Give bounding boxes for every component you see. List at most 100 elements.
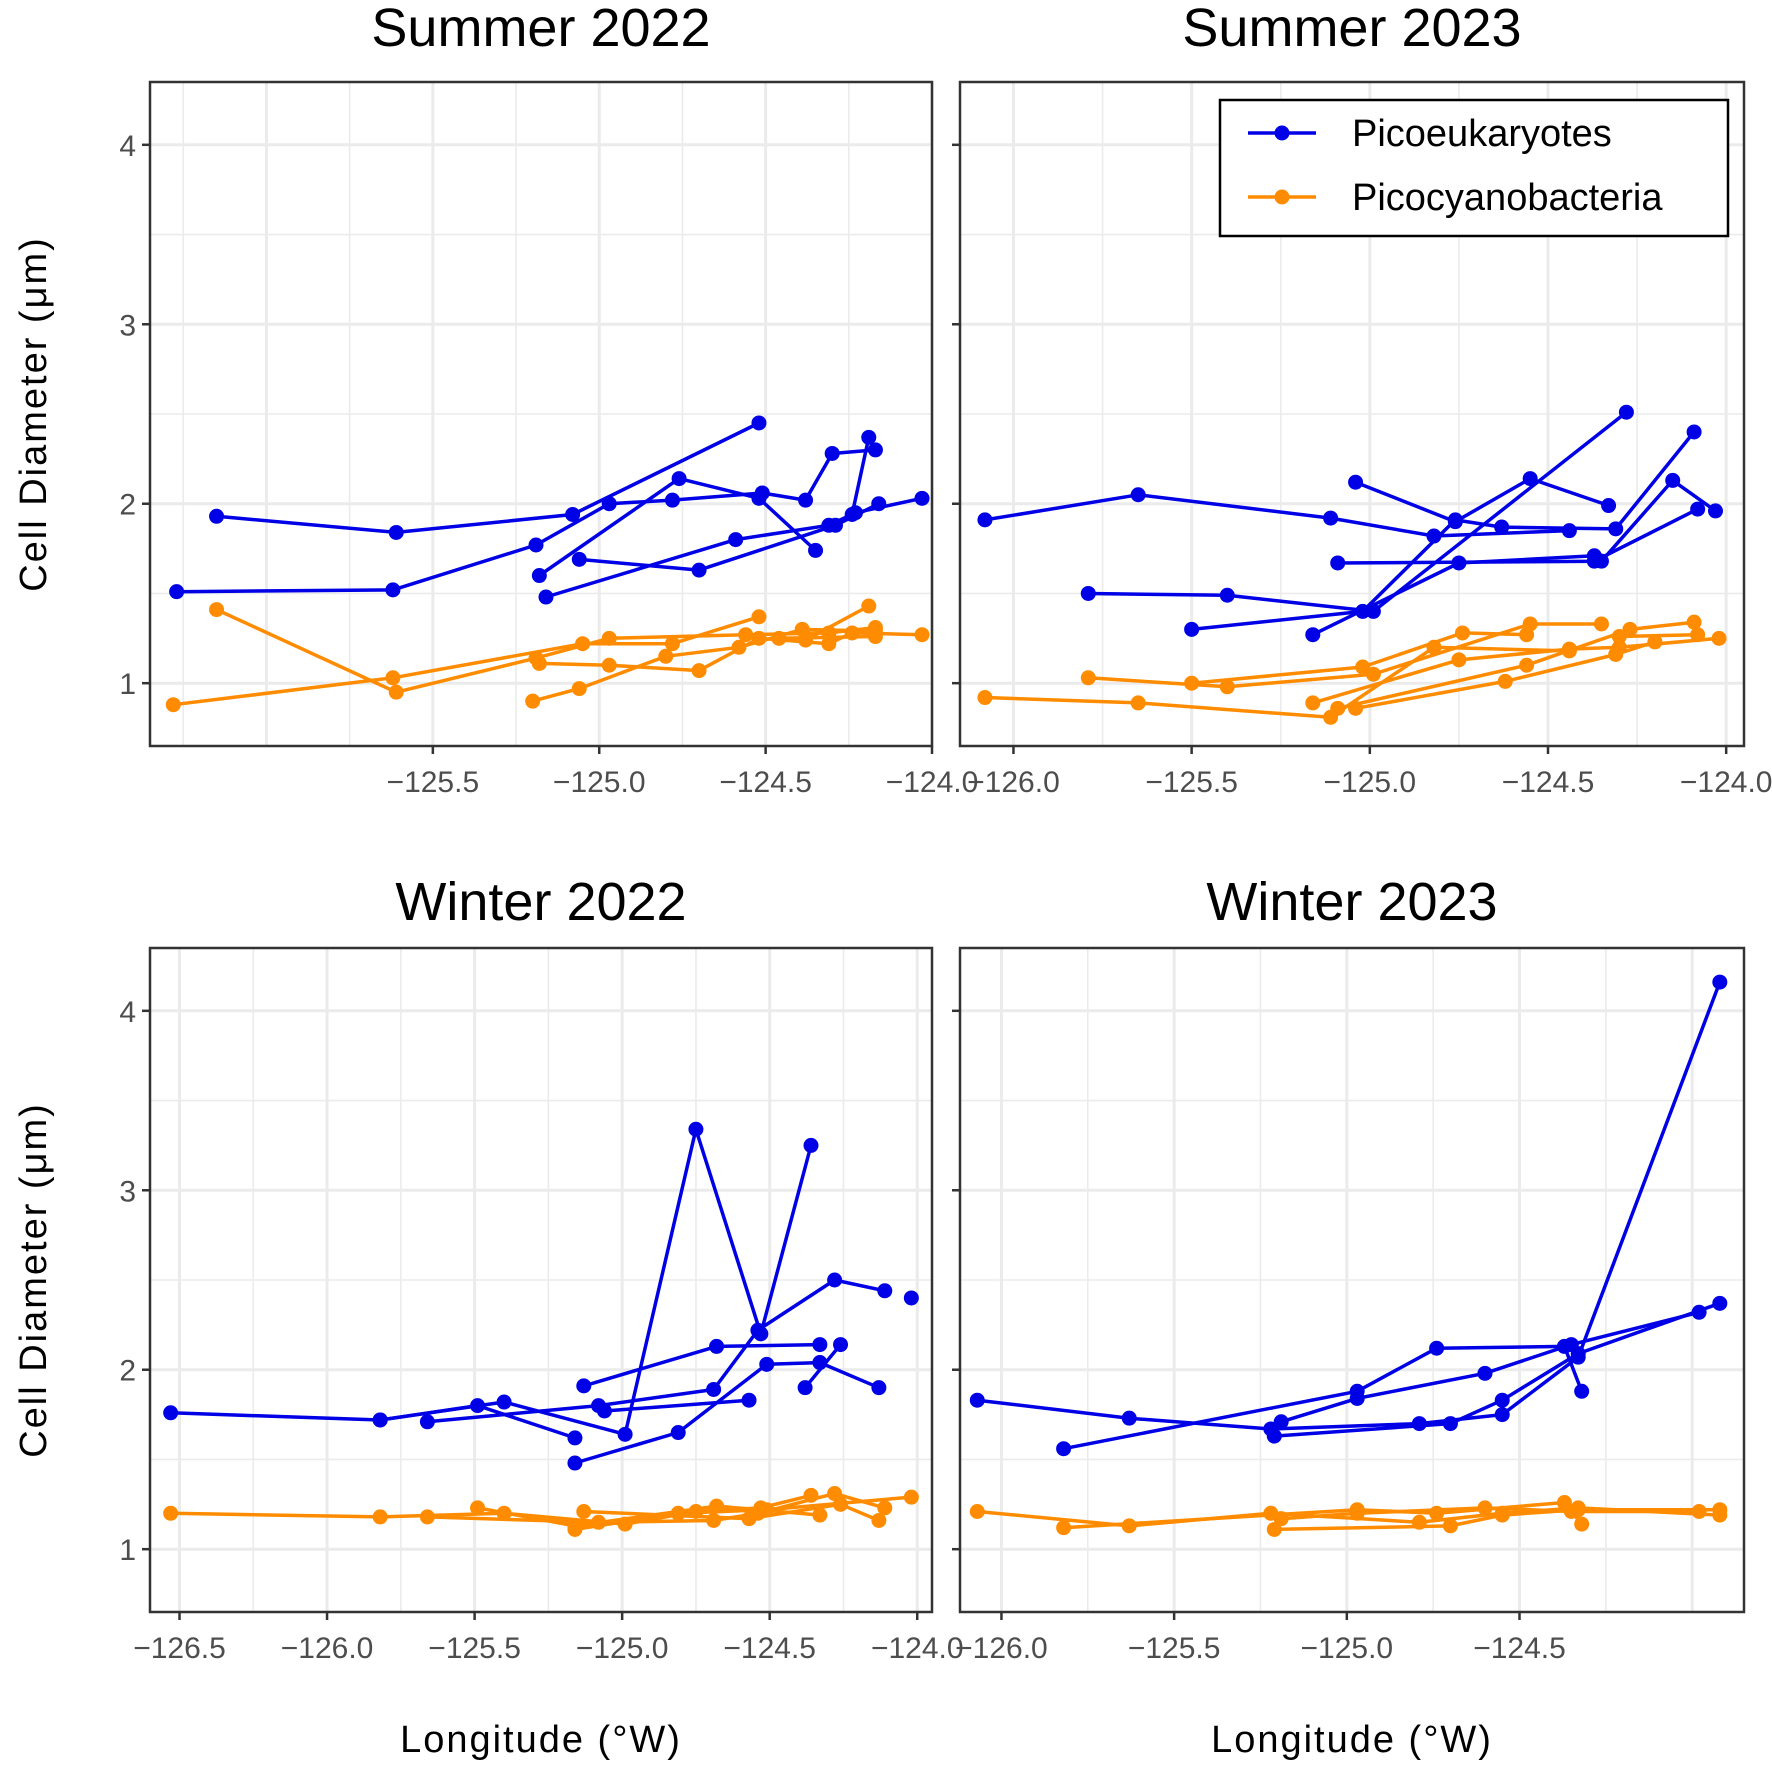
picocyanobacteria-series-line <box>1191 631 1527 685</box>
y-tick-label: 2 <box>119 489 136 522</box>
picoeukaryotes-point <box>169 584 185 600</box>
picoeukaryotes-point <box>812 1337 828 1353</box>
x-axis-title: Longitude (°W) <box>400 1719 682 1761</box>
picoeukaryotes-point <box>1056 1441 1072 1457</box>
y-tick-label: 4 <box>119 996 136 1029</box>
picoeukaryotes-point <box>531 568 547 584</box>
picocyanobacteria-point <box>751 630 767 646</box>
picocyanobacteria-point <box>664 636 680 652</box>
picoeukaryotes-point <box>1686 424 1702 440</box>
picocyanobacteria-point <box>877 1500 893 1516</box>
y-axis-title: Cell Diameter (μm) <box>13 236 55 592</box>
picoeukaryotes-point <box>797 1380 813 1396</box>
legend-picoeukaryotes-marker <box>1274 125 1290 141</box>
picocyanobacteria-series-line <box>574 1495 912 1532</box>
picocyanobacteria-point <box>867 629 883 645</box>
picocyanobacteria-point <box>1266 1521 1282 1537</box>
picoeukaryotes-point <box>709 1338 725 1354</box>
picoeukaryotes-point <box>1348 474 1364 490</box>
panel-border <box>958 946 1746 1614</box>
picocyanobacteria-point <box>601 630 617 646</box>
picocyanobacteria-point <box>1690 627 1706 643</box>
picocyanobacteria-series-line <box>1355 640 1656 711</box>
picocyanobacteria-point <box>691 663 707 679</box>
picocyanobacteria-point <box>861 598 877 614</box>
picoeukaryotes-point <box>750 1322 766 1338</box>
picocyanobacteria-series-line <box>539 631 923 673</box>
grid <box>150 948 932 1612</box>
panel-title: Summer 2022 <box>371 0 710 58</box>
picoeukaryotes-point <box>470 1398 486 1414</box>
picocyanobacteria-point <box>1691 1504 1707 1520</box>
picocyanobacteria-point <box>903 1489 919 1505</box>
picocyanobacteria-point <box>1219 679 1235 695</box>
picocyanobacteria-point <box>977 690 993 706</box>
picoeukaryotes-point <box>1561 523 1577 539</box>
y-tick-label: 4 <box>119 130 136 163</box>
picoeukaryotes-point <box>803 1137 819 1153</box>
picoeukaryotes-point <box>1305 627 1321 643</box>
picoeukaryotes-point <box>1080 585 1096 601</box>
picoeukaryotes-series-line <box>1088 410 1628 614</box>
picoeukaryotes-point <box>1586 553 1602 569</box>
x-tick-label: −124.5 <box>1502 766 1595 799</box>
picoeukaryotes-point <box>706 1381 722 1397</box>
y-tick-label: 3 <box>119 309 136 342</box>
picocyanobacteria-point <box>1611 639 1627 655</box>
picoeukaryotes-point <box>1608 521 1624 537</box>
picoeukaryotes-point <box>1574 1383 1590 1399</box>
picoeukaryotes-series-line <box>545 496 923 599</box>
x-tick-label: −125.5 <box>387 766 480 799</box>
picoeukaryotes-point <box>1323 510 1339 526</box>
picoeukaryotes-point <box>496 1394 512 1410</box>
picocyanobacteria-series-line <box>778 634 876 641</box>
picocyanobacteria-point <box>1442 1518 1458 1534</box>
picocyanobacteria-point <box>419 1509 435 1525</box>
picoeukaryotes-point <box>1665 472 1681 488</box>
picoeukaryotes-point <box>372 1412 388 1428</box>
picocyanobacteria-series-line <box>804 604 870 642</box>
picoeukaryotes-point <box>688 1121 704 1137</box>
y-axis-title: Cell Diameter (μm) <box>13 1102 55 1458</box>
picoeukaryotes-point <box>1522 471 1538 487</box>
picoeukaryotes-point <box>1266 1428 1282 1444</box>
picoeukaryotes-point <box>691 562 707 578</box>
picocyanobacteria-point <box>385 670 401 686</box>
panel-3: Winter 2022 −126.5 −126.0 −125.5 −125.0 −124.… <box>13 872 964 1761</box>
x-tick-label: −125.5 <box>1128 1632 1221 1665</box>
x-axis-title: Longitude (°W) <box>1211 1719 1493 1761</box>
picoeukaryotes-point <box>871 1380 887 1396</box>
picocyanobacteria-point <box>821 636 837 652</box>
x-tick-label: −124.5 <box>723 1632 816 1665</box>
picocyanobacteria-point <box>1570 1502 1586 1518</box>
picoeukaryotes-point <box>528 537 544 553</box>
picoeukaryotes-point <box>1690 501 1706 517</box>
picocyanobacteria-point <box>1494 1507 1510 1523</box>
picocyanobacteria-point <box>1561 641 1577 657</box>
picocyanobacteria-point <box>1686 614 1702 630</box>
picocyanobacteria-point <box>738 627 754 643</box>
picocyanobacteria-point <box>798 632 814 648</box>
picoeukaryotes-point <box>1477 1365 1493 1381</box>
picoeukaryotes-point <box>1712 1295 1728 1311</box>
picoeukaryotes-point <box>1451 555 1467 571</box>
picocyanobacteria-point <box>576 1504 592 1520</box>
picoeukaryotes-series-line <box>538 476 817 577</box>
legend: Picoeukaryotes Picocyanobacteria <box>1218 98 1730 238</box>
legend-picoeukaryotes-label: Picoeukaryotes <box>1352 113 1612 155</box>
picoeukaryotes-point <box>914 490 930 506</box>
panel-title: Summer 2023 <box>1182 0 1521 58</box>
panel-1: Summer 2022 −125.5 −125.0 −124.5 −124.0 1 2 3 4 C… <box>13 0 978 799</box>
picoeukaryotes-series-line <box>604 1398 750 1413</box>
picoeukaryotes-point <box>538 589 554 605</box>
picoeukaryotes-point <box>1426 528 1442 544</box>
picocyanobacteria-point <box>372 1509 388 1525</box>
picoeukaryotes-point <box>1442 1416 1458 1432</box>
picocyanobacteria-point <box>1451 652 1467 668</box>
plot-area <box>969 974 1728 1537</box>
picocyanobacteria-series-line <box>532 627 876 703</box>
picoeukaryotes-point <box>977 512 993 528</box>
picocyanobacteria-point <box>1305 695 1321 711</box>
picocyanobacteria-point <box>1365 666 1381 682</box>
